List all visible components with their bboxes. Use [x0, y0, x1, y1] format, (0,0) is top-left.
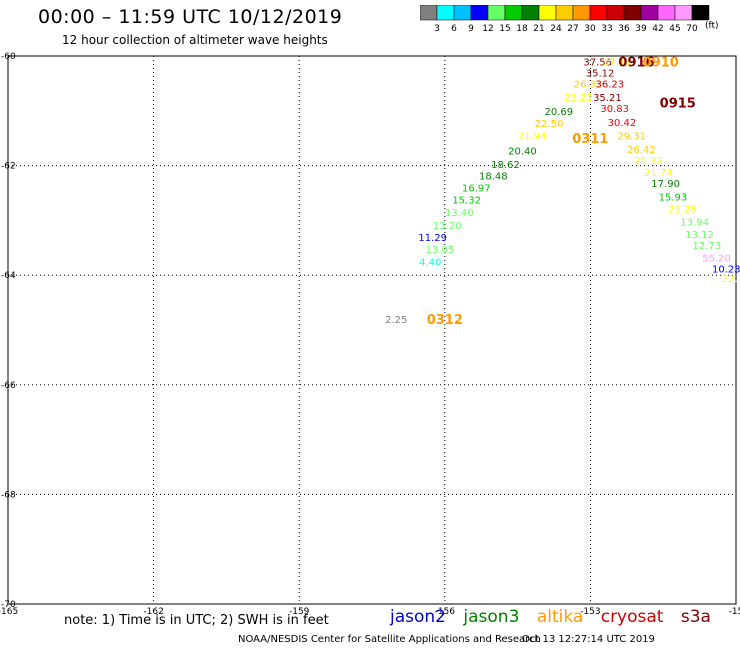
y-tick-label: -68 [1, 490, 16, 500]
wave-height-point: 30.83 [600, 104, 629, 115]
pass-time-label: 0916 [618, 55, 654, 70]
wave-height-point: 15.32 [452, 196, 481, 207]
colorbar-tick-label: 45 [669, 24, 680, 34]
colorbar-tick-label: 24 [550, 24, 562, 34]
wave-height-point: 17.90 [651, 179, 680, 190]
wave-height-point: 13.12 [685, 230, 714, 241]
wave-height-point: 22.50 [535, 119, 564, 130]
y-tick-label: -66 [1, 381, 16, 391]
x-tick-label: -153 [580, 607, 600, 617]
wave-height-point: 21.94 [518, 131, 547, 142]
wave-height-point: 11.29 [418, 233, 447, 244]
colorbar-tick-label: 6 [451, 24, 457, 34]
wave-height-point: 35.21 [593, 93, 622, 104]
x-tick-label: -165 [0, 607, 18, 617]
wave-height-point: 13.05 [426, 245, 455, 256]
wave-height-point: 12.73 [693, 241, 722, 252]
colorbar-tick-label: 9 [468, 24, 474, 34]
x-tick-label: -156 [435, 607, 456, 617]
chart-title: 00:00 – 11:59 UTC 10/12/2019 [38, 6, 343, 28]
color-legend: 3 6 9 12 15 18 21 24 27 30 33 36 39 42 45 70 [420, 5, 710, 34]
wave-height-point: 37.41 [603, 57, 632, 68]
footer-note: note: 1) Time is in UTC; 2) SWH is in fe… [64, 613, 329, 628]
wave-height-point: 22.76 [722, 274, 740, 285]
wave-height-point: 13.94 [680, 217, 709, 228]
y-tick-label: -64 [1, 271, 16, 281]
y-tick-label: -60 [1, 52, 16, 62]
x-tick-label: -159 [289, 607, 310, 617]
pass-time-label: 0312 [427, 313, 463, 328]
wave-height-point: 18.48 [479, 171, 508, 182]
wave-height-point: 13.20 [433, 221, 462, 232]
pass-time-label: 0915 [660, 97, 696, 112]
legend-s3a: s3a [680, 607, 711, 627]
colorbar-tick-label: 42 [652, 24, 663, 34]
legend-jason2: jason2 [390, 607, 446, 627]
wave-height-point: 37.56 [583, 57, 612, 68]
colorbar-tick-label: 12 [482, 24, 493, 34]
wave-height-point: 26.42 [627, 145, 656, 156]
wave-height-point: 4.40 [419, 258, 441, 269]
colorbar-tick-label: 36 [618, 24, 630, 34]
wave-height-point: 25.32 [634, 156, 663, 167]
credit-text: NOAA/NESDIS Center for Satellite Applica… [238, 634, 541, 645]
generated-timestamp: Oct 13 12:27:14 UTC 2019 [522, 634, 655, 645]
colorbar-tick-label: 30 [584, 24, 596, 34]
wave-height-point: 36.23 [595, 79, 624, 90]
y-tick-label: -62 [1, 162, 16, 172]
wave-height-point: 15.93 [659, 192, 688, 203]
wave-height-point: 55.20 [702, 254, 731, 265]
legend-cryosat: cryosat [600, 607, 664, 627]
plot-frame [7, 55, 737, 605]
colorbar-tick-label: 27 [567, 24, 578, 34]
wave-height-point: 21.74 [644, 168, 673, 179]
chart-subtitle: 12 hour collection of altimeter wave hei… [62, 33, 328, 47]
wave-height-point: 30.42 [608, 118, 637, 129]
colorbar-tick-label: 18 [516, 24, 528, 34]
colorbar-tick-label: 15 [499, 24, 510, 34]
colorbar-tick-label: 39 [635, 24, 647, 34]
colorbar-tick-label: 3 [434, 24, 440, 34]
wave-height-point: 23.22 [564, 93, 593, 104]
x-tick-label: -162 [143, 607, 163, 617]
wave-height-point: 35.12 [586, 68, 615, 79]
x-tick-label: -15 [729, 607, 740, 617]
wave-height-point: 20.69 [545, 107, 574, 118]
satellite-legend: jason2 jason3 altika cryosat s3a [390, 607, 723, 627]
wave-height-point: 26.32 [574, 79, 603, 90]
wave-height-point: 10.23 [712, 265, 740, 276]
wave-height-point: 20.40 [508, 146, 537, 157]
wave-height-point: 21.28 [668, 204, 697, 215]
colorbar-swatch [691, 5, 710, 21]
color-legend-units: (ft) [705, 21, 719, 31]
wave-height-point: 16.97 [462, 184, 491, 195]
y-tick-label: -70 [1, 600, 16, 610]
colorbar-tick-label: 33 [601, 24, 612, 34]
pass-time-label: 0311 [572, 132, 608, 147]
pass-time-label: 0910 [643, 55, 679, 70]
legend-altika: altika [536, 607, 584, 627]
wave-height-point: 2.25 [385, 315, 407, 326]
wave-height-point: 18.62 [491, 160, 520, 171]
wave-height-point: 29.31 [617, 131, 646, 142]
colorbar-tick-label: 70 [686, 24, 698, 34]
colorbar-tick-label: 21 [533, 24, 544, 34]
legend-jason3: jason3 [463, 607, 520, 627]
wave-height-point: 13.40 [445, 208, 474, 219]
